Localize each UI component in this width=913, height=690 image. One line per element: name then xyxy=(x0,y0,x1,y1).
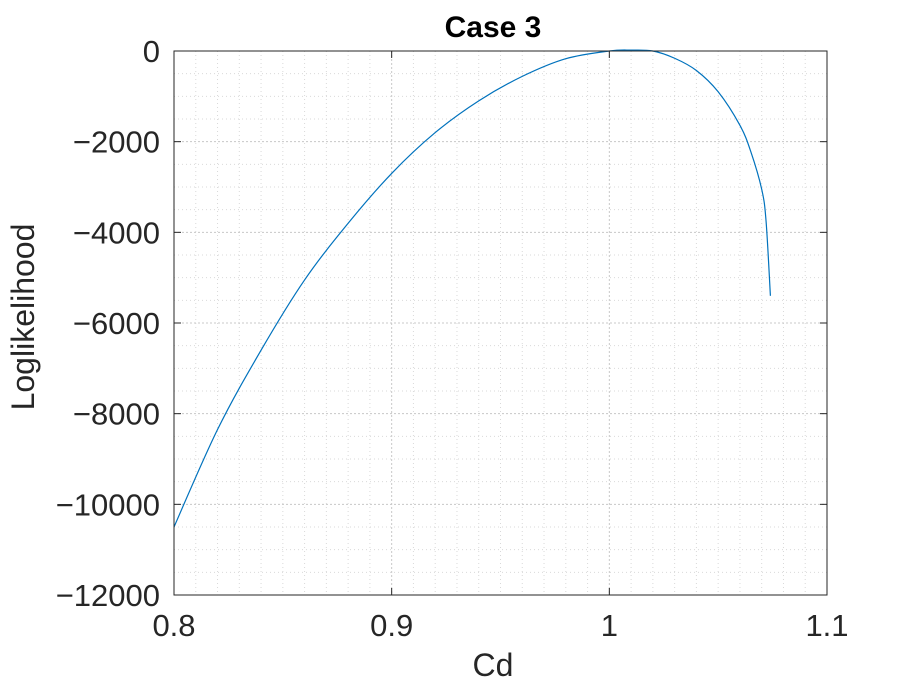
x-tick-label: 0.9 xyxy=(370,608,413,643)
x-tick-label: 0.8 xyxy=(152,608,195,643)
x-tick-labels: 0.8 0.9 1 1.1 xyxy=(152,608,848,643)
y-tick-labels: 0 −2000 −4000 −6000 −8000 −10000 −12000 xyxy=(56,34,160,613)
y-tick-label: 0 xyxy=(143,34,160,69)
y-tick-label: −10000 xyxy=(56,487,160,522)
x-axis-label: Cd xyxy=(473,647,514,683)
chart-title: Case 3 xyxy=(445,11,542,44)
x-tick-label: 1 xyxy=(601,608,618,643)
series-layer xyxy=(173,49,772,528)
y-tick-label: −12000 xyxy=(56,578,160,613)
y-tick-label: −8000 xyxy=(73,397,160,432)
x-tick-label: 1.1 xyxy=(805,608,848,643)
y-tick-label: −4000 xyxy=(73,215,160,250)
y-tick-label: −6000 xyxy=(73,306,160,341)
series-line xyxy=(173,49,772,528)
y-tick-label: −2000 xyxy=(73,125,160,160)
tick-marks xyxy=(173,50,828,596)
y-axis-label: Loglikelihood xyxy=(5,224,41,411)
